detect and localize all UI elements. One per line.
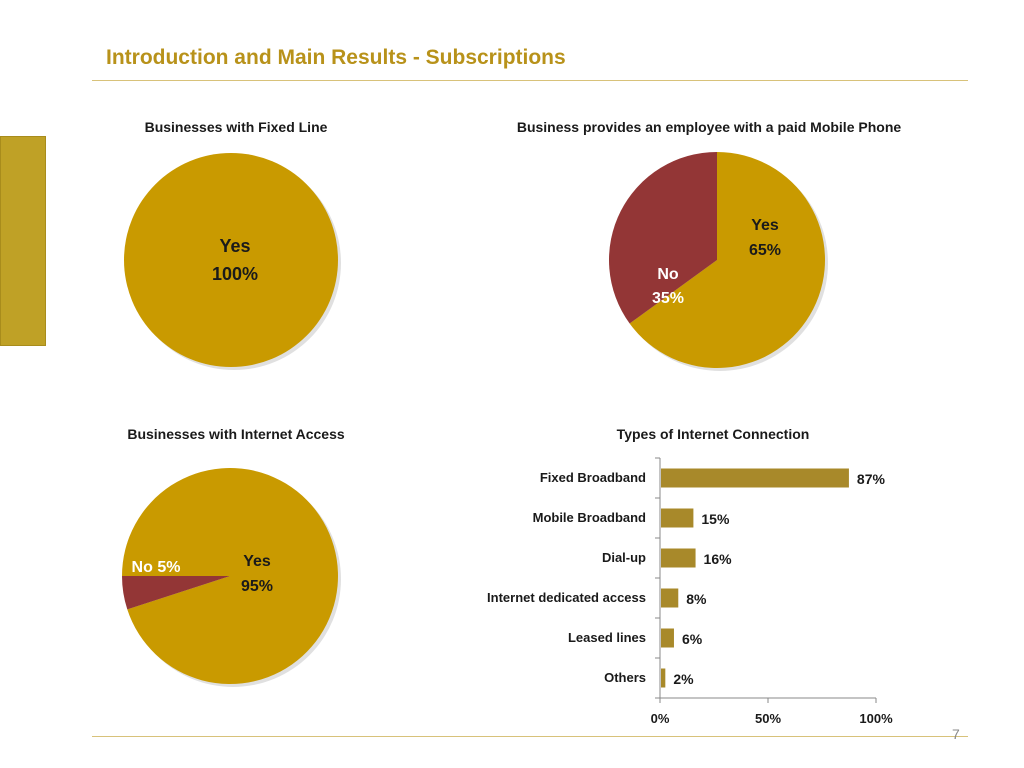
pie-value-yes: 95%	[241, 578, 273, 595]
page-number: 7	[952, 726, 960, 742]
bar	[661, 468, 849, 488]
bar	[661, 508, 694, 528]
pie-label-yes: Yes	[219, 236, 250, 256]
footer-divider	[92, 736, 968, 737]
category-label: Dial-up	[602, 550, 646, 565]
bar	[661, 628, 674, 648]
pie-value-no: 35%	[652, 290, 684, 307]
x-tick-label: 50%	[755, 711, 781, 726]
chart-title-connection-types: Types of Internet Connection	[616, 426, 810, 442]
category-label: Others	[604, 670, 646, 685]
category-label: Mobile Broadband	[533, 510, 646, 525]
bar-value-label: 87%	[857, 471, 886, 487]
pie-value-yes: 65%	[749, 242, 781, 259]
bar-value-label: 2%	[673, 671, 694, 687]
pie-slice-no	[608, 152, 717, 324]
bar-value-label: 6%	[682, 631, 703, 647]
bar-value-label: 8%	[686, 591, 707, 607]
title-divider	[92, 80, 968, 81]
category-label: Fixed Broadband	[540, 470, 646, 485]
pie-label-yes: Yes	[243, 553, 271, 570]
bar	[661, 668, 666, 688]
pie-label-yes: Yes	[751, 217, 779, 234]
pie-value-yes: 100%	[212, 264, 258, 284]
pie-slice-no	[122, 576, 230, 610]
category-label: Leased lines	[568, 630, 646, 645]
chart-title-fixed-line: Businesses with Fixed Line	[144, 119, 328, 135]
bar	[661, 588, 679, 608]
category-label: Internet dedicated access	[487, 590, 646, 605]
pie-slice-yes	[629, 152, 825, 368]
x-tick-label: 100%	[859, 711, 893, 726]
chart-title-internet-access: Businesses with Internet Access	[127, 426, 345, 442]
pie-label-no: No	[657, 266, 679, 283]
chart-title-mobile-phone: Business provides an employee with a pai…	[516, 119, 902, 135]
page-title: Introduction and Main Results - Subscrip…	[106, 46, 566, 69]
bar	[661, 548, 696, 568]
bar-value-label: 15%	[701, 511, 730, 527]
pie-slice-yes	[124, 153, 338, 367]
bar-value-label: 16%	[704, 551, 733, 567]
pie-label-no: No 5%	[132, 559, 181, 576]
side-accent-block	[0, 136, 46, 346]
x-tick-label: 0%	[651, 711, 670, 726]
